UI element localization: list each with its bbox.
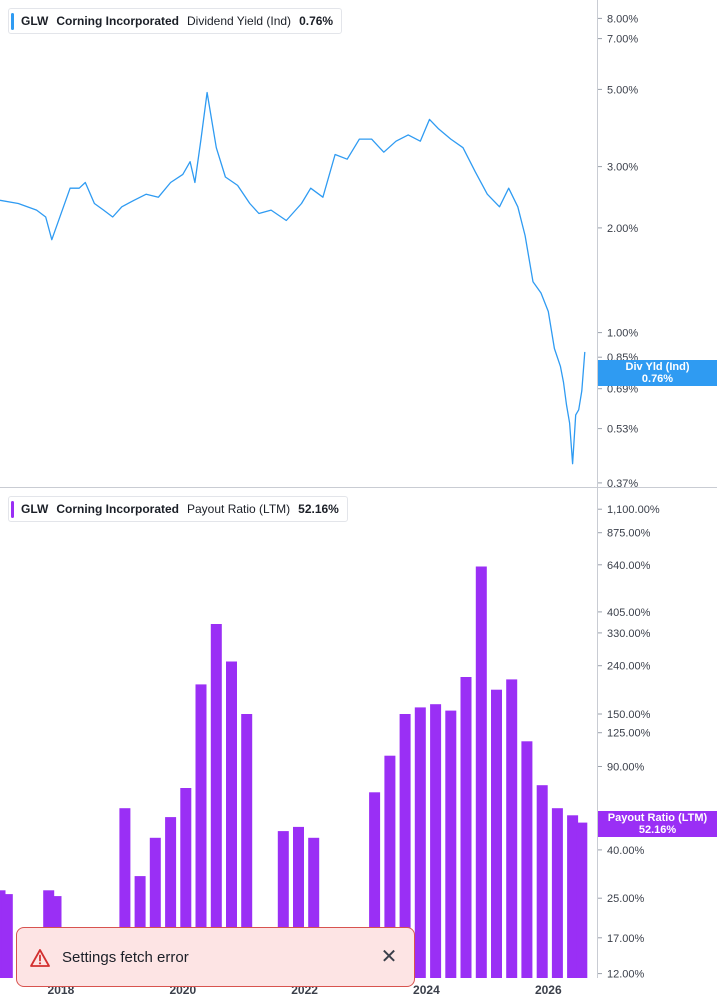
y-tick-label: 125.00% (607, 728, 651, 740)
y-tick-label: 3.00% (607, 162, 638, 174)
y-tick-label: 40.00% (607, 845, 645, 857)
payout-ratio-bar (506, 679, 518, 978)
y-tick-label: 875.00% (607, 528, 651, 540)
series-color-swatch (11, 13, 14, 30)
payout-ratio-bar (165, 817, 177, 978)
y-tick-label: 17.00% (607, 933, 645, 945)
payout-ratio-bar (210, 624, 222, 978)
y-tick-label: 240.00% (607, 661, 651, 673)
dividend-yield-pane (0, 91, 586, 465)
payout-ratio-bar (576, 822, 588, 978)
ticker-symbol: GLW (21, 14, 49, 28)
payout-ratio-pane (0, 566, 588, 978)
metric-name: Dividend Yield (Ind) (187, 14, 292, 28)
payout-ratio-bar (241, 714, 253, 978)
y-tick-label: 0.37% (607, 478, 638, 490)
payout-ratio-bar (399, 714, 411, 978)
payout-ratio-bar (226, 661, 237, 978)
y-tick-label: 25.00% (607, 893, 645, 905)
payout-ratio-bar (1, 894, 13, 978)
y-tick-label: 330.00% (607, 628, 651, 640)
y-tick-label: 12.00% (607, 969, 645, 981)
error-toast: Settings fetch error ✕ (16, 927, 415, 987)
y-tick-label: 0.53% (607, 424, 638, 436)
payout-ratio-bar (308, 837, 320, 978)
y-tick-label: 8.00% (607, 13, 638, 25)
payout-ratio-price-tag: Payout Ratio (LTM) 52.16% (598, 811, 717, 837)
x-tick-label: 2024 (413, 983, 440, 997)
y-tick-label: 1.00% (607, 328, 638, 340)
y-tick-label: 7.00% (607, 34, 638, 46)
y-tick-label: 1,100.00% (607, 504, 660, 516)
payout-ratio-bar (277, 831, 289, 978)
payout-ratio-bar (384, 755, 396, 978)
company-name: Corning Incorporated (56, 502, 179, 516)
y-tick-label: 640.00% (607, 560, 651, 572)
company-name: Corning Incorporated (56, 14, 179, 28)
payout-ratio-bar (445, 710, 457, 978)
payout-ratio-bar (195, 684, 207, 978)
payout-ratio-bar (521, 741, 533, 978)
payout-ratio-bar (149, 837, 161, 978)
payout-ratio-legend[interactable]: GLW Corning Incorporated Payout Ratio (L… (8, 496, 348, 522)
dividend-yield-legend[interactable]: GLW Corning Incorporated Dividend Yield … (8, 8, 343, 34)
payout-ratio-bar (180, 788, 192, 978)
error-message: Settings fetch error (62, 949, 189, 966)
metric-name: Payout Ratio (LTM) (187, 502, 291, 516)
y-tick-label: 0.69% (607, 384, 638, 396)
metric-value: 0.76% (299, 14, 334, 28)
payout-ratio-bar (430, 704, 442, 978)
price-tag-value: 0.76% (641, 373, 674, 385)
price-tag-label: Payout Ratio (LTM) (607, 812, 708, 824)
payout-ratio-bar (414, 707, 426, 978)
payout-ratio-bar (119, 808, 131, 978)
payout-ratio-bar (491, 689, 502, 978)
payout-ratio-bar (567, 815, 579, 978)
payout-ratio-bar (460, 677, 472, 978)
dividend-yield-price-tag: Div Yld (Ind) 0.76% (598, 360, 717, 386)
y-tick-label: 5.00% (607, 84, 638, 96)
warning-icon (30, 949, 50, 967)
ticker-symbol: GLW (21, 502, 49, 516)
y-tick-label: 90.00% (607, 762, 645, 774)
payout-ratio-bar (293, 826, 304, 978)
y-tick-label: 2.00% (607, 223, 638, 235)
close-icon[interactable]: ✕ (380, 946, 398, 968)
price-tag-value: 52.16% (638, 824, 677, 836)
metric-value: 52.16% (298, 502, 339, 516)
payout-ratio-bar (369, 792, 381, 978)
payout-ratio-bar (536, 785, 548, 978)
price-tag-label: Div Yld (Ind) (625, 361, 690, 373)
payout-ratio-bar (475, 566, 487, 978)
series-color-swatch (11, 501, 14, 518)
dividend-yield-line (0, 91, 586, 465)
x-tick-label: 2026 (535, 983, 562, 997)
y-tick-label: 150.00% (607, 709, 651, 721)
y-tick-label: 405.00% (607, 607, 651, 619)
payout-ratio-bar (551, 808, 563, 978)
